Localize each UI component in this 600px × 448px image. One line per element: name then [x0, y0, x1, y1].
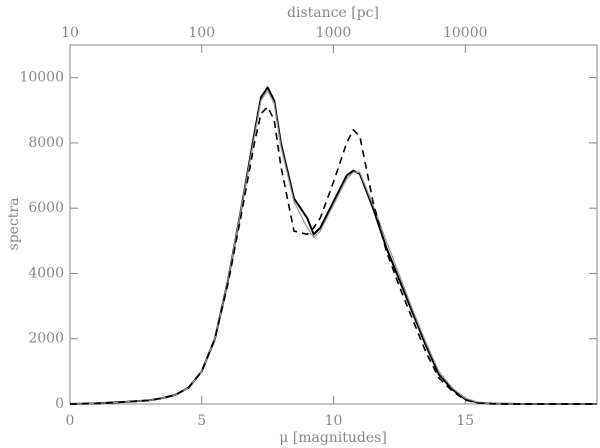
- top-axis-label: distance [pc]: [287, 5, 379, 21]
- plot-frame: [69, 44, 598, 405]
- x-tick-label: 0: [66, 413, 75, 429]
- x-tick-label: 15: [456, 413, 474, 429]
- y-tick-label: 10000: [19, 70, 64, 86]
- y-tick-label: 4000: [28, 265, 64, 281]
- x-axis-label: μ [magnitudes]: [279, 430, 387, 446]
- y-tick-label: 2000: [28, 331, 64, 347]
- series-line: [69, 106, 597, 405]
- y-tick-label: 6000: [28, 200, 64, 216]
- top-tick-label: 1000: [316, 25, 352, 41]
- y-tick-label: 8000: [28, 135, 64, 151]
- top-tick-label: 100: [188, 25, 215, 41]
- y-tick-label: 0: [55, 396, 64, 412]
- top-tick-label: 10: [61, 25, 79, 41]
- x-tick-label: 5: [197, 413, 206, 429]
- top-tick-label: 10000: [443, 25, 488, 41]
- y-axis-label: spectra: [6, 198, 22, 251]
- series-line: [69, 90, 597, 405]
- series-line: [69, 86, 597, 405]
- x-tick-label: 10: [325, 413, 343, 429]
